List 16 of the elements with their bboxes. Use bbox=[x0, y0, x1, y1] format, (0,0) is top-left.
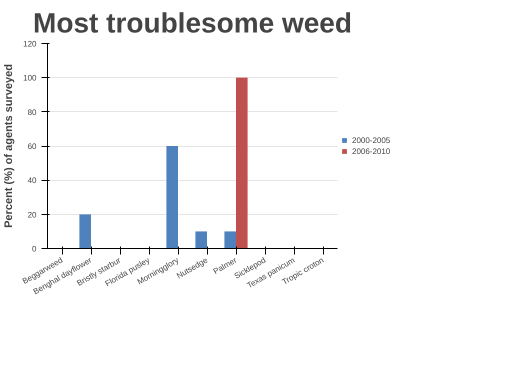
legend-label: 2000-2005 bbox=[352, 136, 390, 144]
y-tick-label: 60 bbox=[28, 142, 38, 151]
y-tick-label: 80 bbox=[28, 108, 38, 117]
legend-label: 2006-2010 bbox=[352, 146, 390, 156]
y-tick-label: 20 bbox=[28, 210, 38, 220]
y-tick-label: 40 bbox=[28, 176, 38, 186]
bar bbox=[224, 231, 236, 248]
y-tick-label: 0 bbox=[32, 244, 38, 254]
y-tick-label: 120 bbox=[23, 40, 38, 48]
y-tick-label: 100 bbox=[23, 74, 38, 83]
bar bbox=[236, 78, 248, 248]
bar bbox=[195, 231, 207, 248]
bar bbox=[166, 146, 178, 248]
y-axis-title: Percent (%) of agents surveyed bbox=[3, 64, 16, 228]
bar bbox=[79, 214, 91, 248]
chart-title: Most troublesome weed bbox=[33, 8, 352, 38]
